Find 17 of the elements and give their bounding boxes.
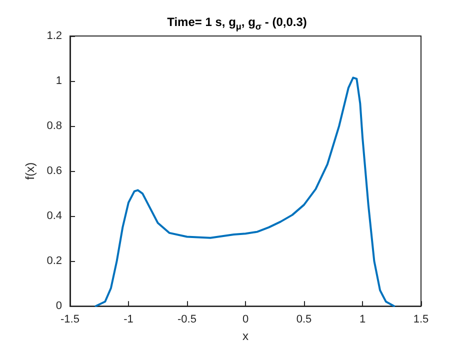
x-tick-label: 0 [242, 314, 249, 326]
y-tick-label: 0 [56, 300, 62, 312]
y-tick-label: 0.8 [46, 120, 62, 132]
x-tick-label: -1 [124, 314, 134, 326]
x-tick-label: 1 [359, 314, 366, 326]
y-tick-label: 1.2 [46, 30, 62, 42]
y-axis-title: f(x) [22, 162, 37, 180]
x-tick-label: 0.5 [296, 314, 312, 326]
y-tick-label: 0.4 [46, 210, 62, 222]
line-series [94, 76, 396, 308]
x-axis-title: x [242, 329, 248, 343]
x-tick-label: -1.5 [60, 314, 80, 326]
y-tick-label: 0.6 [46, 165, 62, 178]
x-tick-label: -0.5 [178, 314, 196, 326]
x-tick-label: 1.5 [413, 314, 429, 326]
y-tick-label: 1 [56, 75, 62, 88]
y-tick-label: 0.2 [46, 255, 62, 268]
